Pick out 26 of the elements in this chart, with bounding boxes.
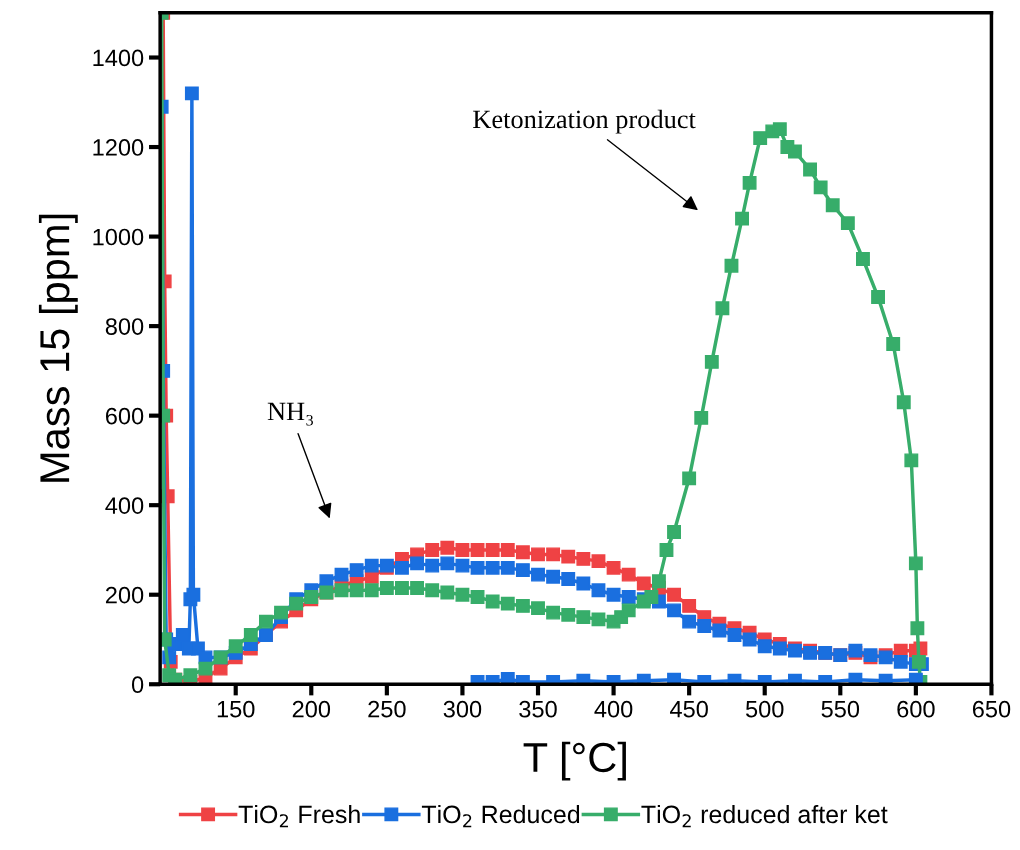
x-tick-label: 350 <box>519 700 557 718</box>
y-tick-label: 600 <box>105 407 144 425</box>
y-tick-label: 1200 <box>93 139 144 156</box>
annotation: NH₃ <box>267 402 313 426</box>
x-tick-label: 400 <box>594 700 633 718</box>
y-tick-label: 1400 <box>93 49 144 67</box>
legend-label: TiO$_{2}$ Reduced <box>421 804 580 828</box>
legend-label: TiO$_{2}$ reduced after ket <box>641 804 888 828</box>
x-tick-label: 250 <box>368 700 406 718</box>
annotation: Ketonization product <box>473 109 696 134</box>
x-tick-label: 450 <box>670 700 708 718</box>
x-tick-label: 650 <box>972 700 1011 718</box>
x-axis-title: T [°C] <box>523 741 626 781</box>
x-tick-label: 600 <box>897 700 935 718</box>
y-tick-label: 200 <box>105 586 144 604</box>
legend-label: TiO$_{2}$ Fresh <box>238 804 360 828</box>
y-tick-label: 0 <box>131 676 144 694</box>
y-tick-label: 800 <box>105 318 144 335</box>
x-tick-label: 150 <box>217 700 255 718</box>
x-tick-label: 500 <box>745 700 784 718</box>
x-tick-label: 300 <box>443 700 482 718</box>
x-tick-label: 550 <box>821 700 860 718</box>
x-tick-label: 200 <box>292 700 331 718</box>
y-axis-title: Mass 15 [ppm] <box>38 214 78 482</box>
y-tick-label: 400 <box>105 497 144 514</box>
y-tick-label: 1000 <box>93 228 144 246</box>
